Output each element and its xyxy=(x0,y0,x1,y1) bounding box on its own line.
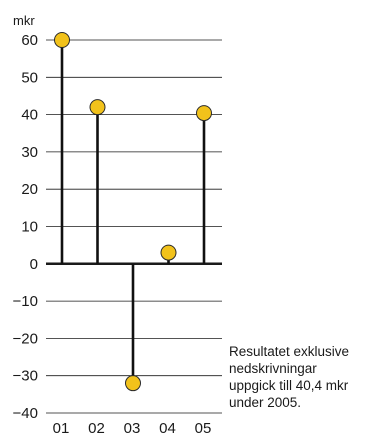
y-tick-label: 10 xyxy=(21,219,38,236)
y-tick-label: −10 xyxy=(13,293,38,310)
y-tick-label: 30 xyxy=(21,144,38,161)
marker-01 xyxy=(54,32,70,48)
note-line-1: Resultatet exklusive xyxy=(229,344,350,359)
marker-05 xyxy=(196,105,212,122)
markers xyxy=(54,32,212,392)
x-axis-ticks: 01 02 03 04 05 xyxy=(53,420,212,436)
unit-label: mkr xyxy=(13,13,35,28)
y-axis-ticks: 60 50 40 30 20 10 0 −10 −20 −30 −40 xyxy=(13,32,38,422)
note-line-3: uppgick till 40,4 mkr xyxy=(229,378,349,393)
x-tick-label: 04 xyxy=(159,420,176,436)
y-tick-label: 40 xyxy=(21,107,38,124)
x-tick-label: 02 xyxy=(88,420,105,436)
y-tick-label: −40 xyxy=(13,405,38,422)
stems xyxy=(60,40,206,384)
note-line-4: under 2005. xyxy=(229,395,302,410)
marker-03 xyxy=(125,375,141,392)
note-line-2: nedskrivningar xyxy=(229,361,317,376)
y-tick-label: 20 xyxy=(21,181,38,198)
x-tick-label: 03 xyxy=(124,420,141,436)
marker-02 xyxy=(89,99,106,116)
annotation-note: Resultatet exklusive nedskrivningar uppg… xyxy=(229,343,366,411)
x-tick-label: 01 xyxy=(53,420,70,436)
y-tick-label: 0 xyxy=(30,256,38,273)
y-tick-label: 60 xyxy=(21,32,38,49)
y-tick-label: −30 xyxy=(13,368,38,385)
x-tick-label: 05 xyxy=(195,420,212,436)
y-tick-label: −20 xyxy=(13,330,38,347)
marker-04 xyxy=(160,244,177,261)
y-tick-label: 50 xyxy=(21,69,38,86)
